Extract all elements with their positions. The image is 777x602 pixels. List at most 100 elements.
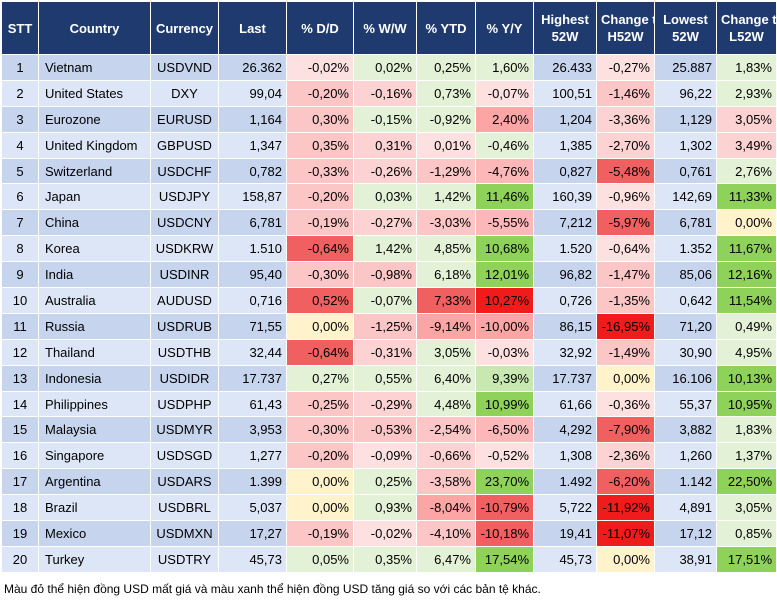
dd-cell: -0,30% [286, 416, 354, 444]
currency-cell: EURUSD [150, 105, 219, 133]
low52-cell: 0,642 [654, 287, 717, 314]
change-h52-cell: -0,27% [596, 54, 655, 81]
col-country-header: Country [38, 1, 151, 55]
ytd-cell: -0,92% [416, 105, 476, 133]
change-h52-cell: -6,20% [596, 468, 655, 496]
ww-cell: -0,53% [353, 416, 417, 444]
currency-cell: USDIDR [150, 364, 219, 392]
currency-cell: USDCNY [150, 209, 219, 237]
high52-cell: 1.520 [533, 235, 597, 263]
last-cell: 6,781 [218, 209, 287, 237]
country-cell: Australia [38, 287, 151, 314]
ytd-cell: -8,04% [416, 494, 476, 522]
col-stt-header: STT [1, 1, 39, 55]
change-l52-cell: 2,76% [716, 157, 777, 185]
high52-cell: 0,827 [533, 157, 597, 185]
ww-cell: 0,25% [353, 468, 417, 496]
country-cell: Malaysia [38, 416, 151, 444]
ytd-cell: 6,40% [416, 364, 476, 392]
last-cell: 0,716 [218, 287, 287, 314]
low52-cell: 1,302 [654, 131, 717, 159]
yy-cell: 23,70% [475, 468, 534, 496]
ytd-cell: -3,58% [416, 468, 476, 496]
ww-cell: -0,27% [353, 209, 417, 237]
stt-cell: 6 [1, 183, 39, 211]
change-h52-cell: -0,96% [596, 183, 655, 211]
low52-cell: 3,882 [654, 416, 717, 444]
country-cell: Indonesia [38, 364, 151, 392]
table-row: 11 Russia USDRUB 71,55 0,00% -1,25% -9,14% -10,… [1, 312, 777, 340]
country-cell: Eurozone [38, 105, 151, 133]
ww-cell: -0,26% [353, 157, 417, 185]
change-l52-cell: 22,50% [716, 468, 777, 496]
change-l52-cell: 0,85% [716, 520, 777, 547]
last-cell: 71,55 [218, 312, 287, 340]
ww-cell: 0,55% [353, 364, 417, 392]
last-cell: 61,43 [218, 390, 287, 418]
ytd-cell: 0,01% [416, 131, 476, 159]
high52-cell: 7,212 [533, 209, 597, 237]
stt-cell: 12 [1, 338, 39, 366]
country-cell: Mexico [38, 520, 151, 547]
ytd-cell: 0,73% [416, 79, 476, 107]
last-cell: 1,164 [218, 105, 287, 133]
dd-cell: 0,30% [286, 105, 354, 133]
stt-cell: 4 [1, 131, 39, 159]
currency-cell: USDARS [150, 468, 219, 496]
low52-cell: 1.142 [654, 468, 717, 496]
change-h52-cell: -5,97% [596, 209, 655, 237]
table-row: 14 Philippines USDPHP 61,43 -0,25% -0,29% 4,48… [1, 390, 777, 418]
low52-cell: 1.352 [654, 235, 717, 263]
table-row: 1 Vietnam USDVND 26.362 -0,02% 0,02% 0,25% 1,60… [1, 54, 777, 81]
col-dd-header: % D/D [286, 1, 354, 55]
high52-cell: 45,73 [533, 545, 597, 573]
currency-cell: USDVND [150, 54, 219, 81]
stt-cell: 9 [1, 261, 39, 289]
table-row: 7 China USDCNY 6,781 -0,19% -0,27% -3,03% -5,55… [1, 209, 777, 237]
yy-cell: -0,03% [475, 338, 534, 366]
col-last-header: Last [218, 1, 287, 55]
ww-cell: -1,25% [353, 312, 417, 340]
ww-cell: 0,31% [353, 131, 417, 159]
change-h52-cell: 0,00% [596, 364, 655, 392]
dd-cell: -0,19% [286, 209, 354, 237]
dd-cell: -0,64% [286, 235, 354, 263]
dd-cell: -0,20% [286, 183, 354, 211]
currency-cell: USDRUB [150, 312, 219, 340]
ww-cell: 1,42% [353, 235, 417, 263]
change-h52-cell: 0,00% [596, 545, 655, 573]
last-cell: 1,277 [218, 442, 287, 470]
change-l52-cell: 12,16% [716, 261, 777, 289]
ww-cell: -0,15% [353, 105, 417, 133]
yy-cell: -0,52% [475, 442, 534, 470]
country-cell: United Kingdom [38, 131, 151, 159]
ytd-cell: 6,47% [416, 545, 476, 573]
change-h52-cell: -1,46% [596, 79, 655, 107]
ww-cell: -0,31% [353, 338, 417, 366]
ytd-cell: -9,14% [416, 312, 476, 340]
ww-cell: -0,29% [353, 390, 417, 418]
currency-cell: USDMXN [150, 520, 219, 547]
yy-cell: 9,39% [475, 364, 534, 392]
change-h52-cell: -0,36% [596, 390, 655, 418]
change-l52-cell: 0,49% [716, 312, 777, 340]
country-cell: China [38, 209, 151, 237]
currency-cell: DXY [150, 79, 219, 107]
change-l52-cell: 0,00% [716, 209, 777, 237]
stt-cell: 18 [1, 494, 39, 522]
yy-cell: 2,40% [475, 105, 534, 133]
change-l52-cell: 1,83% [716, 416, 777, 444]
change-l52-cell: 1,37% [716, 442, 777, 470]
currency-cell: USDMYR [150, 416, 219, 444]
col-ytd-header: % YTD [416, 1, 476, 55]
ytd-cell: 1,42% [416, 183, 476, 211]
last-cell: 1.399 [218, 468, 287, 496]
stt-cell: 2 [1, 79, 39, 107]
country-cell: Argentina [38, 468, 151, 496]
ytd-cell: -4,10% [416, 520, 476, 547]
ytd-cell: 7,33% [416, 287, 476, 314]
ytd-cell: 6,18% [416, 261, 476, 289]
high52-cell: 1.492 [533, 468, 597, 496]
low52-cell: 55,37 [654, 390, 717, 418]
low52-cell: 1,260 [654, 442, 717, 470]
